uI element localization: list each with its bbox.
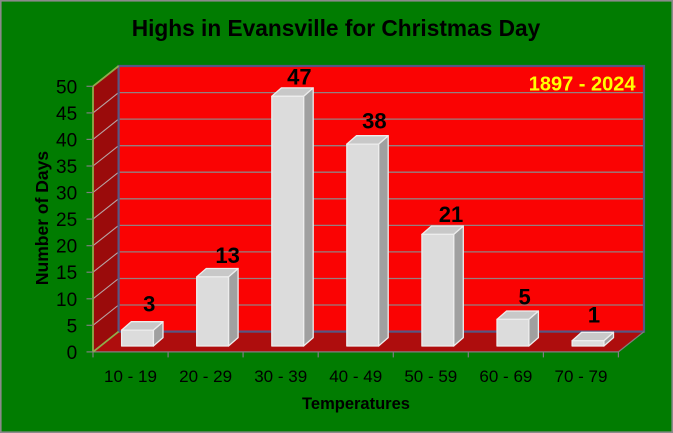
svg-text:15: 15 <box>56 263 77 284</box>
svg-text:40 - 49: 40 - 49 <box>329 367 382 386</box>
svg-text:5: 5 <box>67 316 78 337</box>
svg-text:21: 21 <box>439 202 463 227</box>
svg-text:30: 30 <box>56 184 77 205</box>
svg-text:1: 1 <box>588 303 600 328</box>
svg-text:20 - 29: 20 - 29 <box>179 367 232 386</box>
svg-text:Temperatures: Temperatures <box>302 395 410 413</box>
svg-text:70 - 79: 70 - 79 <box>555 367 608 386</box>
svg-text:50: 50 <box>56 77 77 98</box>
svg-text:45: 45 <box>56 104 77 125</box>
svg-text:13: 13 <box>215 243 239 268</box>
svg-text:47: 47 <box>287 65 311 90</box>
svg-text:38: 38 <box>362 108 386 133</box>
svg-text:Highs in Evansville for Christ: Highs in Evansville for Christmas Day <box>132 15 541 41</box>
svg-text:20: 20 <box>56 237 77 258</box>
svg-text:Number of Days: Number of Days <box>32 151 52 285</box>
svg-text:10 - 19: 10 - 19 <box>104 367 157 386</box>
svg-text:40: 40 <box>56 130 77 151</box>
svg-text:3: 3 <box>143 292 155 317</box>
svg-text:25: 25 <box>56 210 77 231</box>
svg-text:50 - 59: 50 - 59 <box>404 367 457 386</box>
svg-text:0: 0 <box>67 343 78 364</box>
svg-text:60 - 69: 60 - 69 <box>479 367 532 386</box>
svg-text:5: 5 <box>518 284 530 309</box>
svg-text:10: 10 <box>56 290 77 311</box>
svg-text:30 - 39: 30 - 39 <box>254 367 307 386</box>
svg-text:35: 35 <box>56 157 77 178</box>
svg-text:1897 - 2024: 1897 - 2024 <box>529 74 637 96</box>
